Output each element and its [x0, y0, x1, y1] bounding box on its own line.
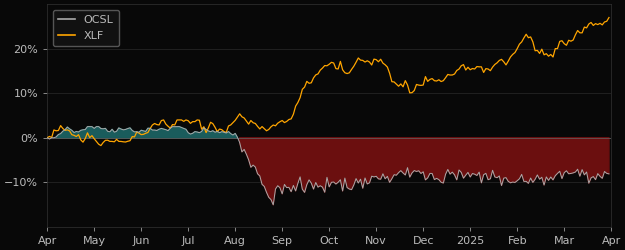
Legend: OCSL, XLF: OCSL, XLF — [52, 10, 119, 46]
